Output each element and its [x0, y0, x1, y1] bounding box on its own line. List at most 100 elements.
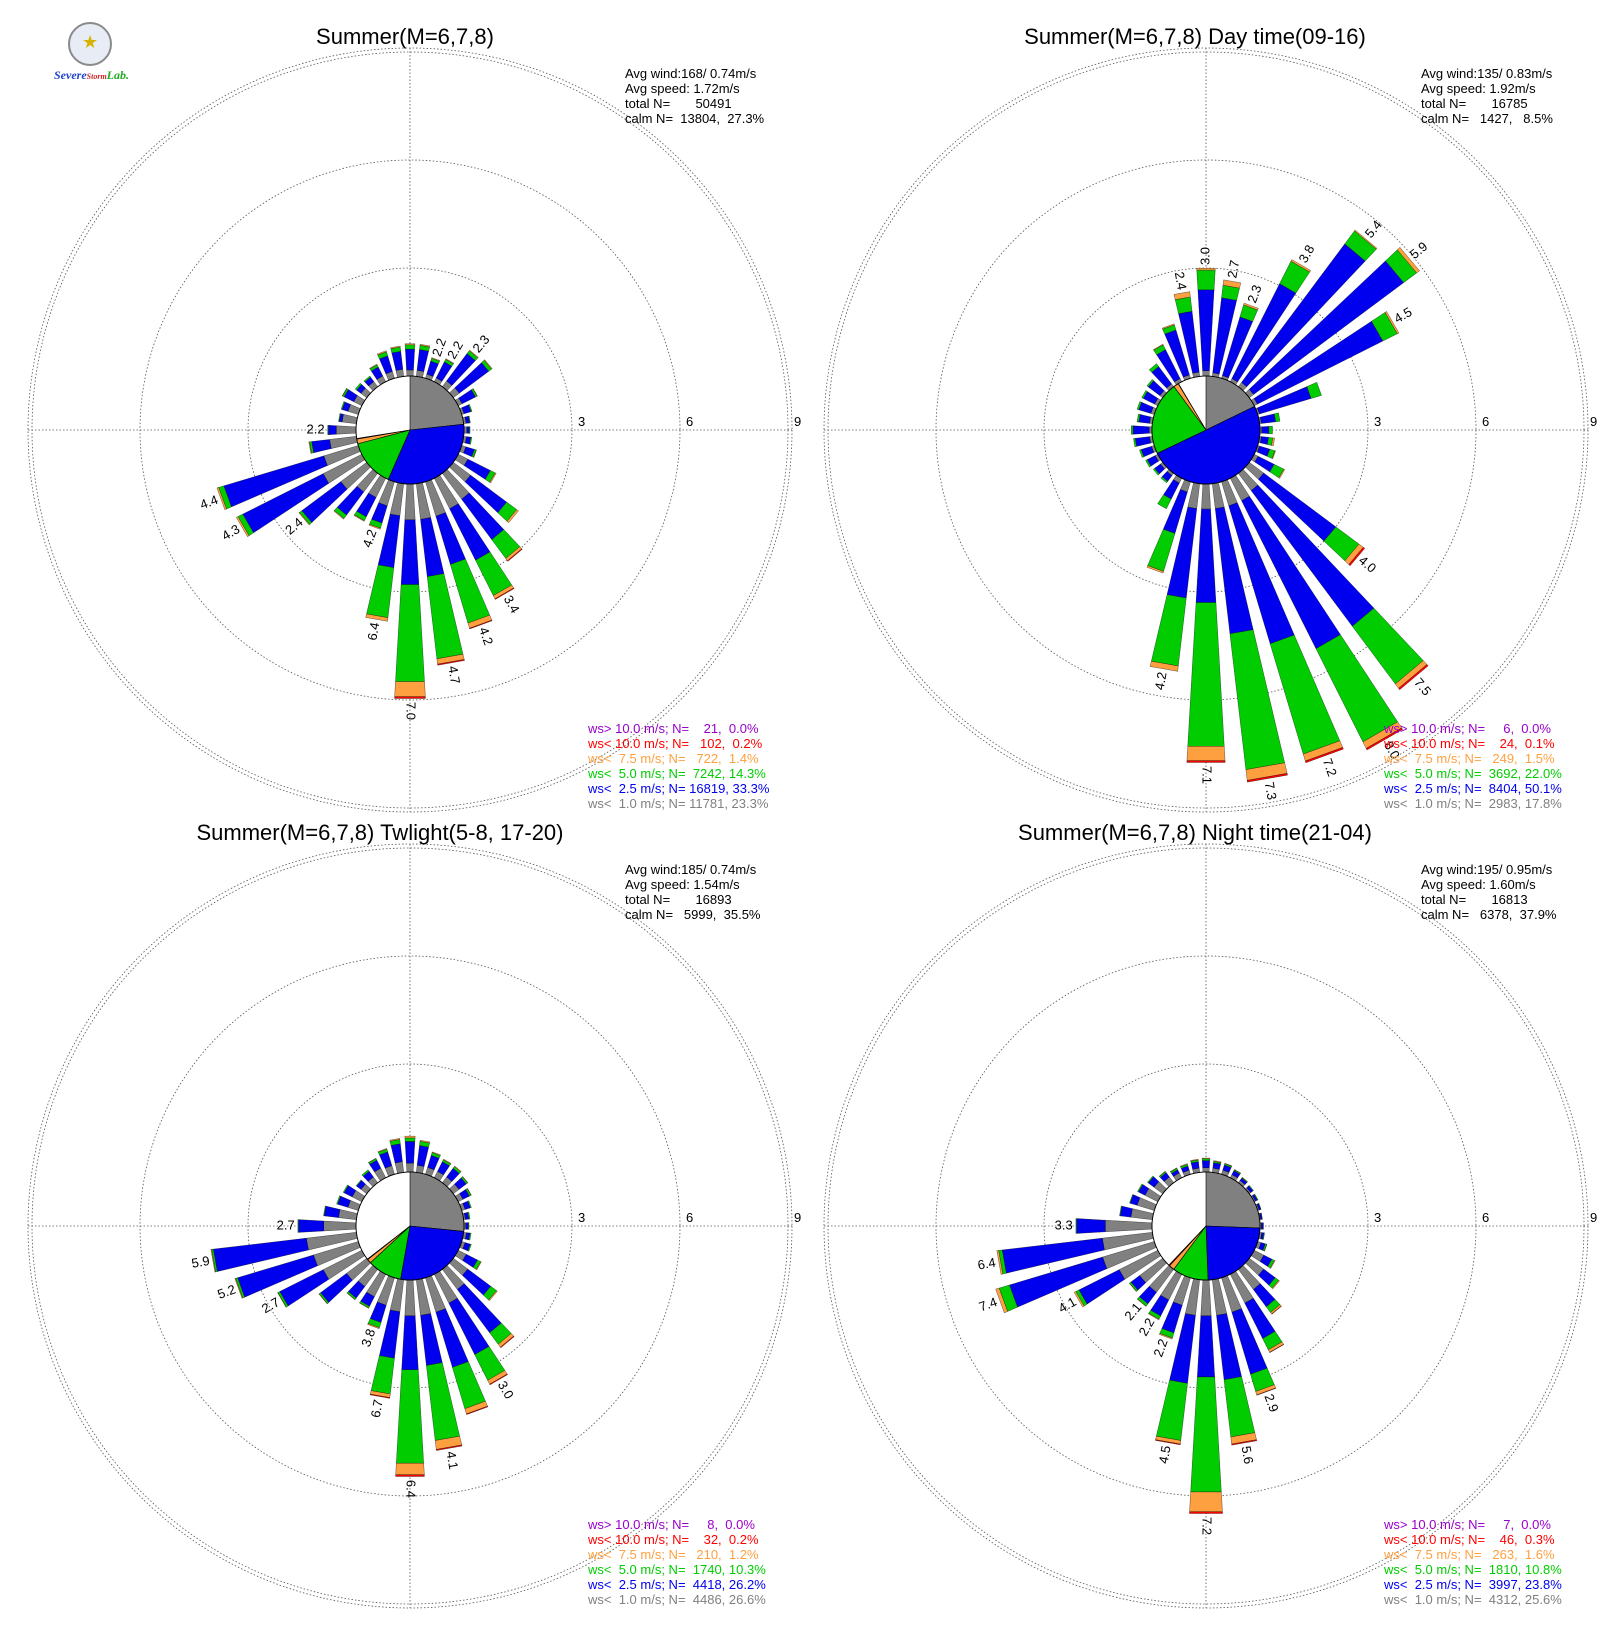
rose-bar-segment: [417, 1146, 428, 1167]
bar-value-label: 2.7: [277, 1217, 295, 1232]
rose-bar-segment: [338, 1209, 357, 1219]
rose-bar-segment: [1189, 1512, 1222, 1514]
bar-value-label: 7.0: [404, 702, 419, 720]
bar-value-label: 3.0: [1197, 247, 1212, 265]
rose-bar-segment: [466, 1223, 469, 1230]
rose-bar-segment: [1187, 761, 1225, 763]
ring-label: 3: [578, 414, 585, 429]
rose-bar-segment: [395, 697, 426, 699]
rose-bar-segment: [405, 349, 414, 370]
rose-bar-segment: [396, 1370, 423, 1463]
legend-entry: ws< 2.5 m/s; N= 3997, 23.8%: [1383, 1577, 1562, 1592]
ring-label: 6: [686, 414, 693, 429]
university-seal-icon: [68, 22, 112, 66]
rose-bar-segment: [1224, 1377, 1255, 1437]
rose-bar-segment: [405, 344, 415, 345]
ring-label: 9: [1590, 1210, 1597, 1225]
legend-entry: ws< 7.5 m/s; N= 722, 1.4%: [587, 751, 759, 766]
bar-value-label: 2.9: [1261, 1392, 1281, 1414]
lab-logo-text: SevereStormLab.: [54, 68, 129, 83]
rose-bar-segment: [1201, 1280, 1211, 1316]
rose-bar-segment: [342, 414, 357, 423]
ring-label: 3: [1374, 414, 1381, 429]
rose-bar-segment: [328, 425, 336, 434]
rose-bar-segment: [405, 1138, 415, 1142]
stats-line: calm N= 6378, 37.9%: [1421, 907, 1557, 922]
stats-line: calm N= 13804, 27.3%: [625, 111, 765, 126]
stats-line: Avg speed: 1.72m/s: [625, 81, 740, 96]
legend-entry: ws< 5.0 m/s; N= 3692, 22.0%: [1383, 766, 1562, 781]
panel-title: Summer(M=6,7,8) Night time(21-04): [1018, 820, 1372, 845]
ring-label: 6: [1482, 414, 1489, 429]
stats-line: Avg speed: 1.92m/s: [1421, 81, 1536, 96]
stats-line: Avg wind:185/ 0.74m/s: [625, 862, 757, 877]
rose-bar-segment: [1202, 1158, 1210, 1159]
bar-value-label: 7.2: [1200, 1517, 1215, 1535]
rose-bar-segment: [1076, 1218, 1077, 1233]
rose-bar-segment: [1260, 437, 1268, 445]
rose-bar-segment: [396, 1475, 425, 1477]
bar-value-label: 2.2: [1136, 1315, 1158, 1338]
rose-bar-segment: [395, 585, 424, 682]
bar-value-label: 2.7: [1224, 259, 1242, 279]
rose-bar-segment: [1202, 1161, 1210, 1168]
stats-line: calm N= 1427, 8.5%: [1421, 111, 1553, 126]
lab-logo: SevereStormLab.: [50, 22, 150, 92]
rose-bar-segment: [402, 1316, 419, 1370]
bar-value-label: 6.4: [404, 1480, 419, 1498]
rose-bar-segment: [1131, 426, 1133, 435]
ring-label: 9: [794, 414, 801, 429]
bar-value-label: 6.4: [976, 1255, 996, 1273]
legend-entry: ws< 10.0 m/s; N= 102, 0.2%: [587, 736, 763, 751]
legend-entry: ws< 5.0 m/s; N= 1810, 10.8%: [1383, 1562, 1562, 1577]
bar-value-label: 5.4: [1362, 217, 1385, 240]
rose-bar-segment: [1269, 426, 1273, 434]
ring-label: 3: [1374, 1210, 1381, 1225]
bar-value-label: 4.2: [476, 625, 496, 647]
bar-value-label: 3.4: [501, 593, 523, 616]
stats-line: Avg wind:195/ 0.95m/s: [1421, 862, 1553, 877]
rose-bar-segment: [469, 427, 470, 434]
rose-bar-segment: [1197, 1316, 1214, 1377]
rose-bar-segment: [1203, 1168, 1210, 1172]
rose-bar-segment: [1203, 371, 1210, 376]
stats-line: Avg speed: 1.54m/s: [625, 877, 740, 892]
rose-bar-segment: [395, 1162, 404, 1174]
rose-bar-segment: [299, 1220, 324, 1233]
bar-value-label: 3.0: [495, 1378, 517, 1401]
legend-entry: ws< 1.0 m/s; N= 4312, 25.6%: [1383, 1592, 1562, 1607]
ring-label: 6: [686, 1210, 693, 1225]
stats-line: total N= 50491: [625, 96, 732, 111]
rose-bar-segment: [330, 436, 358, 448]
rose-bar-segment: [467, 427, 470, 434]
rose-bar-segment: [336, 426, 356, 434]
legend-entry: ws< 5.0 m/s; N= 7242, 14.3%: [587, 766, 766, 781]
panel-title: Summer(M=6,7,8): [316, 24, 494, 49]
rose-bar-segment: [298, 1220, 299, 1233]
rose-bar-segment: [1201, 484, 1210, 509]
rose-bar-segment: [452, 1362, 485, 1409]
panel-title: Summer(M=6,7,8) Twlight(5-8, 17-20): [196, 820, 563, 845]
rose-bar-segment: [1077, 1219, 1106, 1234]
legend-entry: ws< 2.5 m/s; N= 8404, 50.1%: [1383, 781, 1562, 796]
bar-value-label: 2.2: [307, 421, 325, 436]
bar-value-label: 5.9: [190, 1253, 210, 1271]
rose-bar-segment: [1198, 290, 1214, 371]
bar-value-label: 2.3: [469, 332, 492, 355]
rose-bar-segment: [405, 1280, 415, 1316]
rose-bar-segment: [401, 520, 419, 585]
bar-value-label: 4.2: [1152, 671, 1170, 691]
rose-bar-segment: [407, 370, 414, 376]
bar-value-label: 4.2: [359, 527, 379, 549]
rose-bar-segment: [324, 1206, 340, 1217]
legend-entry: ws< 10.0 m/s; N= 46, 0.3%: [1383, 1532, 1555, 1547]
calm-pie-slice: [401, 1226, 464, 1280]
rose-bar-segment: [417, 350, 429, 372]
bar-value-label: 6.4: [364, 621, 382, 641]
bar-value-label: 5.9: [1407, 239, 1430, 262]
bar-value-label: 2.4: [1172, 271, 1190, 291]
legend-entry: ws< 7.5 m/s; N= 210, 1.2%: [587, 1547, 759, 1562]
